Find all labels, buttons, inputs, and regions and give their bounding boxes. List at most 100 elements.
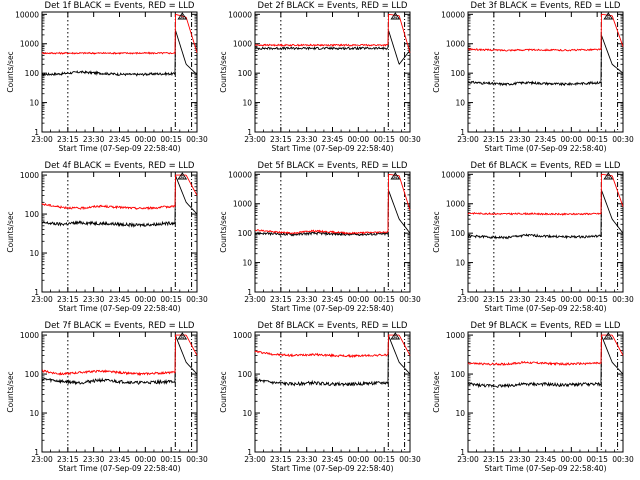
y-tick-label: 100 [25,69,40,78]
y-axis-label: Counts/sec [219,211,228,252]
x-axis-label: Start Time (07-Sep-09 22:58:40) [485,464,607,473]
x-tick-label: 23:30 [509,135,531,144]
x-tick-label: 23:00 [457,455,479,464]
x-tick-label: 23:30 [296,455,318,464]
y-tick-label: 100 [25,370,40,379]
marker-label: A [606,175,610,181]
triangle-marker-icon [177,172,188,180]
chart-panel-7: Det 7f BLACK = Events, RED = LLD 1 10 100 10… [6,321,208,473]
series-events-line [254,190,411,237]
x-tick-label: 00:00 [135,135,157,144]
y-tick-label: 1000 [233,200,252,209]
panel-title: Det 7f BLACK = Events, RED = LLD [45,321,195,331]
x-tick-label: 23:15 [483,455,505,464]
series-lld-line [254,334,411,359]
y-tick-label: 1 [247,288,252,297]
x-tick-label: 00:00 [561,295,583,304]
x-tick-label: 23:30 [509,455,531,464]
y-tick-label: 1 [247,128,252,137]
series-events-line [254,335,411,388]
y-tick-label: 1000 [233,40,252,49]
x-tick-label: 23:45 [322,135,344,144]
y-tick-label: 1 [34,448,39,457]
series-events-line [41,175,198,228]
x-axis-label: Start Time (07-Sep-09 22:58:40) [485,304,607,313]
x-tick-label: 23:15 [483,295,505,304]
y-tick-label: 1000 [20,171,39,180]
x-tick-label: 00:30 [612,295,634,304]
series-lld-line [467,334,624,366]
chart-panel-3: Det 3f BLACK = Events, RED = LLD 1 10 100 10… [432,1,634,153]
triangle-marker-icon [390,332,401,340]
panel-title: Det 5f BLACK = Events, RED = LLD [258,161,408,171]
y-tick-label: 1 [460,128,465,137]
x-tick-label: 23:45 [535,455,557,464]
y-tick-label: 10000 [441,170,465,179]
plot-frame [41,171,198,293]
x-axis-label: Start Time (07-Sep-09 22:58:40) [59,304,181,313]
x-tick-label: 00:15 [586,455,608,464]
y-tick-label: 10000 [228,170,252,179]
y-tick-label: 100 [238,370,253,379]
x-tick-label: 23:45 [109,455,131,464]
y-tick-label: 1000 [233,331,252,340]
y-axis-label: Counts/sec [219,371,228,412]
marker-label: A [180,335,184,341]
x-tick-label: 23:15 [57,135,79,144]
triangle-marker-icon [390,172,401,180]
x-tick-label: 23:45 [109,295,131,304]
x-tick-label: 00:15 [586,135,608,144]
y-tick-label: 10 [455,259,465,268]
y-tick-label: 1000 [20,331,39,340]
x-tick-label: 23:30 [509,295,531,304]
x-tick-label: 00:15 [160,455,182,464]
x-tick-label: 23:15 [270,135,292,144]
y-tick-label: 1000 [446,200,465,209]
series-lld-line [467,173,624,216]
x-tick-label: 23:45 [322,455,344,464]
y-tick-label: 10 [29,99,39,108]
panel-title: Det 9f BLACK = Events, RED = LLD [471,321,621,331]
x-tick-label: 23:00 [244,295,266,304]
y-tick-label: 100 [451,370,466,379]
x-tick-label: 23:45 [322,295,344,304]
plot-frame [467,331,624,453]
series-events-line [467,190,624,240]
x-tick-label: 23:45 [109,135,131,144]
chart-panel-5: Det 5f BLACK = Events, RED = LLD 1 10 100 10… [219,161,421,313]
series-events-line [467,335,624,389]
x-tick-label: 23:30 [296,135,318,144]
marker-label: A [393,15,397,21]
x-tick-label: 23:30 [296,295,318,304]
triangle-marker-icon [603,12,614,20]
x-tick-label: 00:00 [348,135,370,144]
x-tick-label: 23:15 [57,295,79,304]
y-tick-label: 1 [460,448,465,457]
x-tick-label: 00:30 [186,135,208,144]
x-tick-label: 00:15 [586,295,608,304]
plot-frame [41,11,198,133]
x-tick-label: 00:00 [348,455,370,464]
x-tick-label: 00:15 [160,135,182,144]
y-tick-label: 10 [29,409,39,418]
x-tick-label: 23:30 [83,455,105,464]
plot-frame [41,331,198,453]
y-tick-label: 100 [25,210,40,219]
series-lld-line [467,13,624,52]
x-tick-label: 23:45 [535,295,557,304]
y-tick-label: 1000 [446,331,465,340]
y-tick-label: 10000 [441,10,465,19]
x-axis-label: Start Time (07-Sep-09 22:58:40) [272,464,394,473]
plot-frame [254,11,411,133]
x-tick-label: 00:30 [399,455,421,464]
x-tick-label: 23:30 [83,135,105,144]
x-tick-label: 23:15 [57,455,79,464]
chart-panel-9: Det 9f BLACK = Events, RED = LLD 1 10 100 10… [432,321,634,473]
panel-title: Det 2f BLACK = Events, RED = LLD [258,1,408,11]
marker-label: A [606,15,610,21]
y-tick-label: 10 [242,409,252,418]
y-tick-label: 100 [451,69,466,78]
y-tick-label: 10 [242,259,252,268]
x-tick-label: 00:15 [373,295,395,304]
panel-title: Det 4f BLACK = Events, RED = LLD [45,161,195,171]
